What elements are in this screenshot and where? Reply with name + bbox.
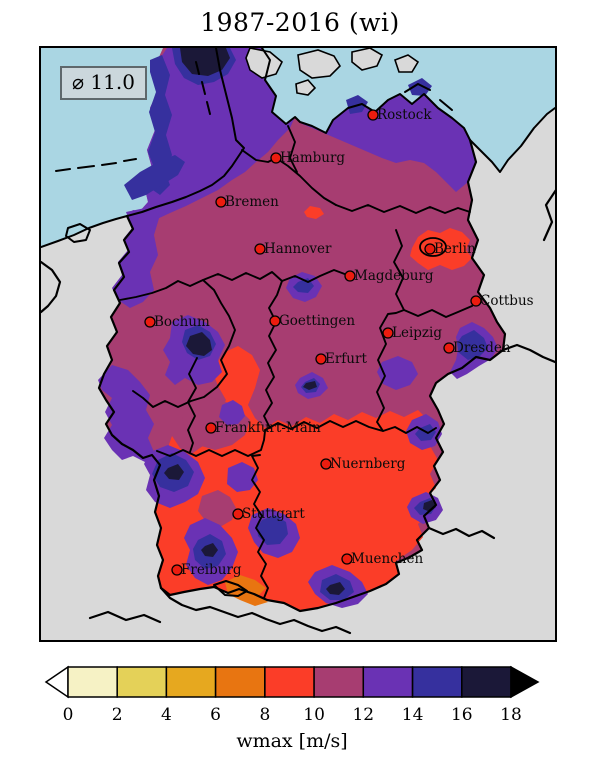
colorbar-ticks: 0 2 4 6 8 10 12 14 16 18 [63, 705, 522, 725]
city-label: Magdeburg [354, 268, 434, 284]
tick-label: 4 [161, 705, 172, 725]
city-label: Nuernberg [330, 456, 406, 472]
city-label: Bremen [225, 194, 279, 210]
germany-map-svg: Rostock Hamburg Bremen Hannover Berlin M… [41, 48, 555, 640]
contour-orange-berlin [410, 228, 472, 270]
coastlines [41, 48, 555, 248]
city-marker [171, 564, 183, 576]
city-label: Frankfurt-Main [215, 420, 321, 436]
ijsselmeer [65, 223, 91, 243]
city-label: Goettingen [279, 313, 355, 329]
map-axes: Rostock Hamburg Bremen Hannover Berlin M… [39, 46, 557, 642]
city-marker [215, 196, 227, 208]
tick-label: 0 [63, 705, 74, 725]
city-marker [205, 422, 217, 434]
frisian-islands [55, 61, 211, 172]
colorbar-label: wmax [m/s] [236, 730, 347, 752]
bodensee-outline [213, 580, 248, 597]
city-markers [144, 109, 482, 576]
colorbar: 0 2 4 6 8 10 12 14 16 18 wmax [m/s] [0, 650, 600, 780]
city-marker [382, 327, 394, 339]
city-label: Cottbus [480, 293, 534, 309]
austria-czech-border [427, 526, 496, 540]
tick-label: 6 [210, 705, 221, 725]
city-label: Hamburg [280, 150, 345, 166]
city-label: Erfurt [325, 351, 367, 367]
tick-label: 2 [112, 705, 123, 725]
germany-border [97, 138, 507, 613]
tick-label: 12 [352, 705, 374, 725]
city-marker [270, 152, 282, 164]
polish-coast [469, 107, 555, 173]
tick-label: 10 [303, 705, 325, 725]
city-marker [470, 295, 482, 307]
city-marker [232, 508, 244, 520]
colorbar-under-arrow [44, 665, 69, 699]
czech-border-east [501, 343, 555, 364]
city-marker [315, 353, 327, 365]
tick-label: 8 [259, 705, 270, 725]
city-label: Leipzig [392, 325, 442, 341]
city-marker [424, 243, 436, 255]
tick-label: 18 [500, 705, 522, 725]
northsea-coast [126, 48, 245, 217]
city-label: Berlin [434, 241, 476, 257]
alps-borders [159, 586, 352, 635]
contour-navy-patches [164, 48, 436, 595]
country-borders [41, 138, 555, 635]
figure-title: 1987-2016 (wi) [200, 8, 400, 37]
city-marker [341, 553, 353, 565]
dutch-coast [41, 215, 128, 248]
city-label: Bochum [154, 314, 210, 330]
mean-value-label: ⌀ 11.0 [72, 70, 135, 94]
colorbar-over-arrow [510, 665, 540, 699]
city-marker [367, 109, 379, 121]
city-label: Freiburg [181, 562, 242, 578]
state-borders [119, 125, 473, 599]
city-label: Muenchen [351, 551, 423, 567]
contour-fills [98, 48, 505, 611]
tick-label: 16 [451, 705, 473, 725]
city-label: Hannover [264, 241, 332, 257]
berlin-boundary [419, 237, 447, 257]
city-marker [443, 342, 455, 354]
city-labels: Rostock Hamburg Bremen Hannover Berlin M… [154, 107, 534, 578]
benelux-border [41, 260, 62, 314]
colorbar-segments [44, 665, 540, 699]
danish-islands [245, 48, 420, 96]
tick-label: 14 [402, 705, 424, 725]
city-marker [269, 315, 281, 327]
ruegen-outline [404, 83, 453, 111]
city-marker [254, 243, 266, 255]
city-marker [320, 458, 332, 470]
mean-value-badge: ⌀ 11.0 [60, 66, 147, 100]
colorbar-svg: 0 2 4 6 8 10 12 14 16 18 wmax [m/s] [44, 665, 540, 752]
city-marker [144, 316, 156, 328]
contour-orange-dash [304, 206, 324, 219]
contour-magenta-bw [198, 490, 236, 527]
city-label: Rostock [377, 107, 432, 123]
city-label: Dresden [453, 340, 511, 356]
city-label: Stuttgart [242, 506, 305, 522]
swiss-border [88, 610, 162, 624]
city-marker [344, 270, 356, 282]
poland-border-east [542, 189, 555, 242]
baltic-coast [261, 48, 471, 141]
baltic-sea [262, 48, 555, 172]
